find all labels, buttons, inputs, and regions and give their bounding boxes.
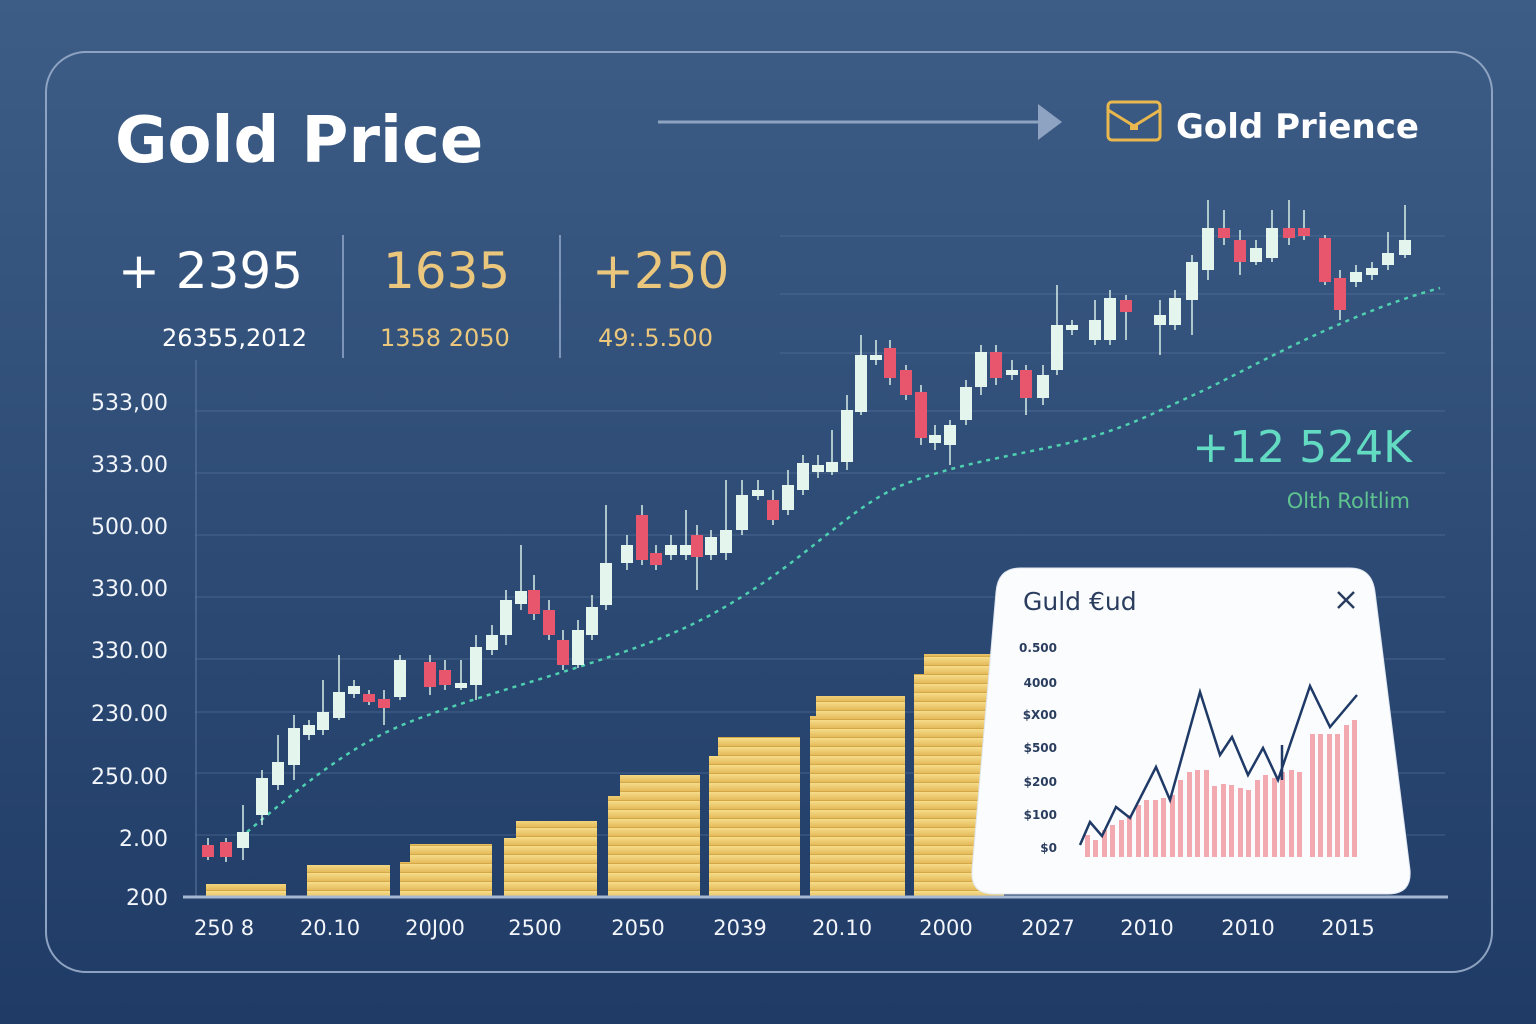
y-axis-label: 500.00 — [91, 515, 168, 540]
x-axis-label: 2000 — [919, 916, 972, 940]
popup-line — [1078, 682, 1358, 846]
callout-value: +12 524K — [1192, 422, 1413, 473]
y-axis-label: 333.00 — [91, 453, 168, 478]
popup-bars — [1085, 720, 1357, 857]
x-axis-label: 20J00 — [405, 916, 465, 940]
stat-detail: 26355,2012 — [162, 324, 307, 352]
x-axis-label: 2015 — [1321, 916, 1374, 940]
arrow-head — [1038, 104, 1062, 140]
card — [45, 51, 1493, 973]
y-axis-label: 330.00 — [91, 577, 168, 602]
x-axis-label: 2039 — [713, 916, 766, 940]
x-axis-label: 2027 — [1021, 916, 1074, 940]
popup-y-label: 0.500 — [1019, 641, 1057, 655]
y-axis-label: 330.00 — [91, 639, 168, 664]
popup-y-label: $0 — [1040, 841, 1057, 855]
popup-y-label: $500 — [1024, 741, 1057, 755]
y-axis-label: 250.00 — [91, 765, 168, 790]
trend-line — [239, 286, 1441, 839]
x-axis-label: 2010 — [1120, 916, 1173, 940]
brand-icon — [1106, 100, 1162, 142]
x-axis-label: 20.10 — [812, 916, 872, 940]
popup-y-label: $200 — [1024, 775, 1057, 789]
x-axis-label: 250 8 — [194, 916, 254, 940]
stat-value: + 2395 — [118, 242, 303, 300]
stat-detail: 49:.5.500 — [598, 324, 713, 352]
popup-title: Guld €ud — [1023, 587, 1137, 616]
x-axis-label: 2500 — [508, 916, 561, 940]
x-axis-label: 2050 — [611, 916, 664, 940]
callout-label: Olth Roltlim — [1287, 489, 1410, 513]
y-axis-label: 533,00 — [91, 391, 168, 416]
popup: Guld €ud 0.500 4000 $X00 $500 $200 $100 … — [971, 567, 1411, 895]
popup-y-label: $100 — [1024, 808, 1057, 822]
stat-value: 1635 — [383, 242, 510, 300]
popup-y-label: $X00 — [1023, 708, 1057, 722]
x-axis-label: 2010 — [1221, 916, 1274, 940]
stat-value: +250 — [592, 242, 729, 300]
close-button[interactable] — [1337, 591, 1355, 609]
y-axis-label: 200 — [126, 886, 168, 911]
brand-name[interactable]: Gold Prience — [1176, 107, 1419, 147]
x-axis-label: 20.10 — [300, 916, 360, 940]
y-axis-label: 2.00 — [119, 827, 168, 852]
stat-detail: 1358 2050 — [380, 324, 510, 352]
y-axis-label: 230.00 — [91, 702, 168, 727]
popup-y-label: 4000 — [1024, 676, 1057, 690]
title: Gold Price — [115, 104, 483, 178]
